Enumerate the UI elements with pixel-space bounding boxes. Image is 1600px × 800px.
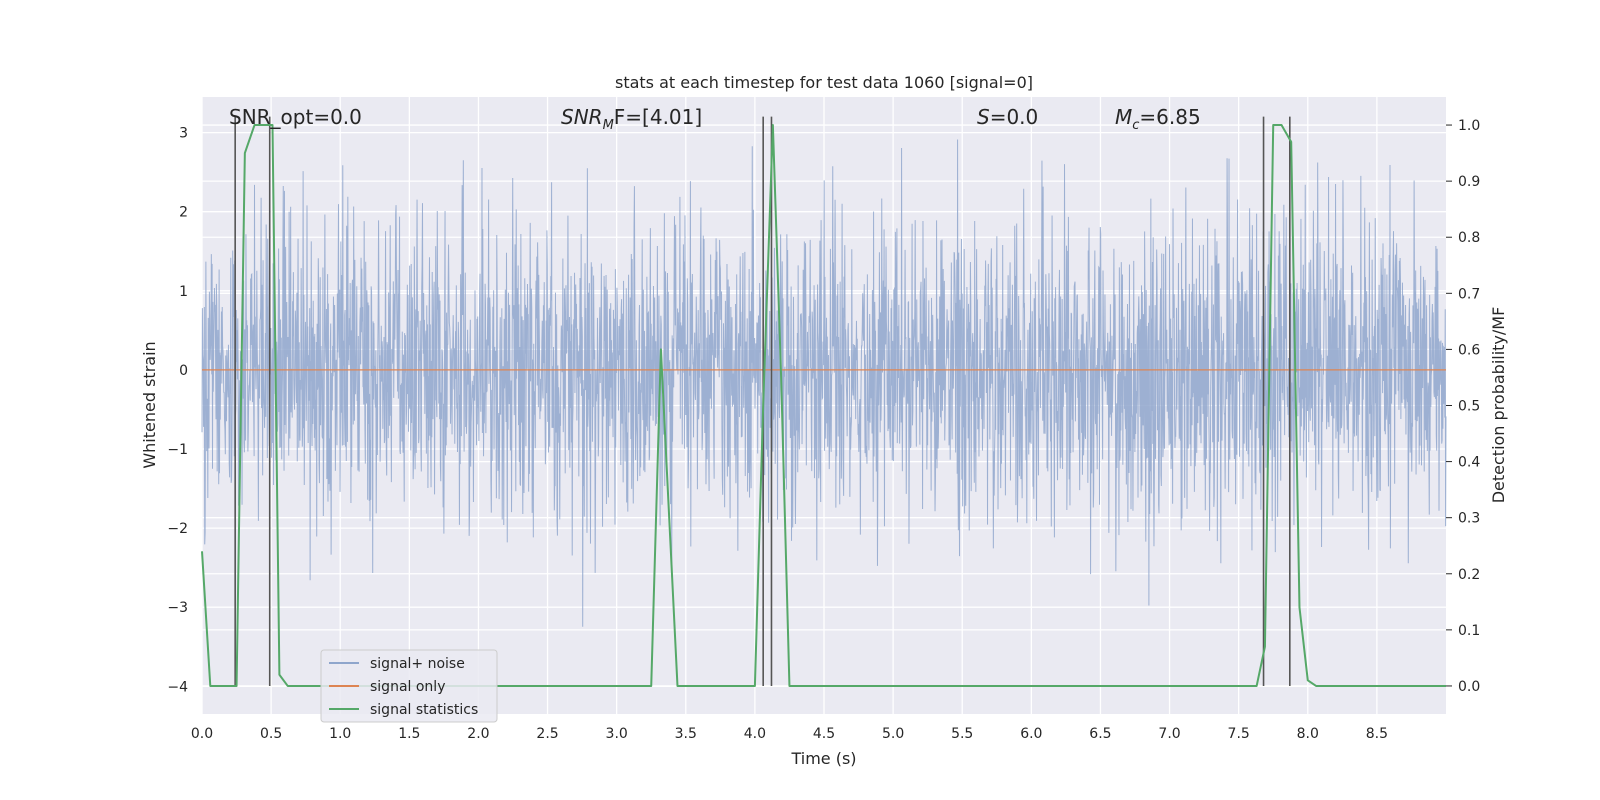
y-right-tick-labels: 0.0 0.1 0.2 0.3 0.4 0.5 0.6 0.7 0.8 0.9 1.0 bbox=[1446, 118, 1480, 695]
annotation-mc-base: M bbox=[1115, 105, 1132, 129]
annotation-s-italic: S bbox=[977, 105, 990, 129]
x-tick-label: 4.0 bbox=[744, 726, 766, 742]
x-tick-label: 0.5 bbox=[260, 726, 282, 742]
y-tick-label: −4 bbox=[167, 679, 188, 695]
annotation-snr-mf-sub: M bbox=[603, 118, 614, 133]
x-tick-label: 1.0 bbox=[329, 726, 351, 742]
x-tick-label: 6.0 bbox=[1020, 726, 1042, 742]
legend-label-signal-statistics: signal statistics bbox=[370, 702, 478, 718]
y-right-tick-label: 0.5 bbox=[1458, 399, 1480, 415]
y-right-tick-label: 0.1 bbox=[1458, 623, 1480, 639]
x-tick-label: 5.5 bbox=[951, 726, 973, 742]
y-tick-label: 2 bbox=[179, 205, 188, 221]
x-tick-label: 4.5 bbox=[813, 726, 835, 742]
y-right-tick-label: 0.9 bbox=[1458, 174, 1480, 190]
y-right-tick-label: 0.4 bbox=[1458, 455, 1480, 471]
signal-noise-series bbox=[201, 139, 1447, 627]
y-right-tick-label: 0.0 bbox=[1458, 679, 1480, 695]
y-tick-label: 3 bbox=[179, 126, 188, 142]
x-tick-label: 5.0 bbox=[882, 726, 904, 742]
y-right-axis-label: Detection probability/MF bbox=[1489, 307, 1508, 504]
y-axis-label: Whitened strain bbox=[140, 341, 159, 468]
annotation-s-rest: =0.0 bbox=[990, 105, 1039, 129]
annotation-mc-rest: =6.85 bbox=[1139, 105, 1200, 129]
legend-label-signal-noise: signal+ noise bbox=[370, 656, 465, 672]
signal-noise-line bbox=[201, 139, 1447, 627]
annotation-snr-opt: SNR_opt=0.0 bbox=[229, 105, 362, 129]
annotation-snr-mf-base: SNR bbox=[561, 105, 603, 129]
annotation-snr-mf: SNRMF=[4.01] bbox=[561, 105, 702, 133]
y-right-tick-label: 0.8 bbox=[1458, 230, 1480, 246]
legend-box bbox=[320, 649, 498, 723]
x-tick-label: 1.5 bbox=[398, 726, 420, 742]
annotation-mc: Mc=6.85 bbox=[1115, 105, 1201, 133]
annotation-snr-mf-rest: F=[4.01] bbox=[614, 105, 702, 129]
y-tick-label: 1 bbox=[179, 284, 188, 300]
y-tick-labels: −4 −3 −2 −1 0 1 2 3 bbox=[167, 126, 188, 696]
x-tick-label: 2.5 bbox=[536, 726, 558, 742]
y-tick-label: 0 bbox=[179, 363, 188, 379]
x-tick-label: 2.0 bbox=[467, 726, 489, 742]
y-right-tick-label: 0.3 bbox=[1458, 511, 1480, 527]
signal-statistics-line bbox=[201, 124, 1446, 687]
y-right-tick-label: 0.7 bbox=[1458, 286, 1480, 302]
chart-title: stats at each timestep for test data 106… bbox=[615, 73, 1033, 92]
x-tick-label: 0.0 bbox=[191, 726, 213, 742]
annotation-s: S=0.0 bbox=[977, 105, 1038, 129]
y-right-tick-label: 0.6 bbox=[1458, 342, 1480, 358]
x-tick-label: 3.0 bbox=[606, 726, 628, 742]
x-tick-label: 3.5 bbox=[675, 726, 697, 742]
legend-label-signal-only: signal only bbox=[370, 679, 445, 695]
x-tick-label: 6.5 bbox=[1089, 726, 1111, 742]
x-axis-label: Time (s) bbox=[790, 749, 856, 768]
x-tick-labels: 0.0 0.5 1.0 1.5 2.0 2.5 3.0 3.5 4.0 4.5 5.0 5.5 6.0 6… bbox=[191, 726, 1388, 742]
annotation-mc-sub: c bbox=[1132, 118, 1139, 133]
x-tick-label: 7.5 bbox=[1228, 726, 1250, 742]
signal-statistics-series bbox=[201, 124, 1446, 687]
x-tick-label: 7.0 bbox=[1158, 726, 1180, 742]
x-tick-label: 8.5 bbox=[1366, 726, 1388, 742]
y-tick-label: −3 bbox=[167, 600, 188, 616]
legend: signal+ noise signal only signal statist… bbox=[320, 649, 498, 723]
y-right-tick-label: 1.0 bbox=[1458, 118, 1480, 134]
x-tick-label: 8.0 bbox=[1297, 726, 1319, 742]
y-right-tick-label: 0.2 bbox=[1458, 567, 1480, 583]
y-tick-label: −1 bbox=[167, 442, 188, 458]
y-tick-label: −2 bbox=[167, 521, 188, 537]
